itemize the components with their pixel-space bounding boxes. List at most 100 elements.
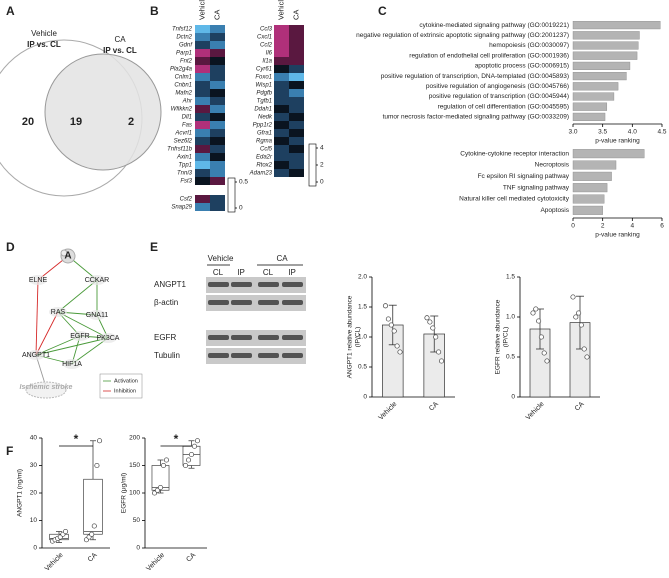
category-label: regulation of cell differentiation (GO:0… (438, 103, 569, 110)
heatmap-column-label: Vehicle (197, 0, 206, 20)
gene-label: Acvrl1 (174, 131, 192, 137)
category-label: apoptotic process (GO:0006915) (475, 63, 569, 70)
network-node (49, 307, 67, 317)
panel-label: A (6, 4, 15, 18)
category-label: Apoptosis (540, 207, 569, 214)
colorbar (227, 177, 236, 213)
x-tick-label: CA (87, 552, 99, 564)
heatmap-cell (274, 161, 289, 169)
colorbar-tick-label: 0 (239, 205, 243, 212)
y-tick-label: 150 (129, 462, 140, 469)
blot-band (258, 282, 279, 287)
heatmap-cell (210, 73, 225, 81)
category-label: negative regulation of extrinsic apoptot… (356, 32, 569, 39)
heatmap-column-label: CA (291, 10, 300, 20)
x-tick-label: 0 (571, 223, 575, 230)
blot-row-label: ANGPT1 (154, 280, 187, 289)
gene-label: Axin1 (176, 155, 192, 161)
x-tick-label: CA (428, 401, 440, 413)
data-point (391, 328, 397, 334)
legend-label: Activation (114, 378, 138, 384)
gene-label: Dll1 (182, 115, 192, 121)
network-edge (35, 337, 109, 356)
y-tick-label: 0.5 (358, 364, 367, 371)
heatmap-cell (274, 41, 289, 49)
x-tick-label: 4.5 (657, 129, 666, 136)
heatmap-cell (195, 73, 210, 81)
heatmap-cell (289, 49, 304, 57)
significance-annotation: * (174, 432, 179, 446)
heatmap-cell (289, 97, 304, 105)
data-point (544, 358, 550, 364)
network-edge (71, 337, 109, 365)
heatmap-cell (289, 145, 304, 153)
heatmap-cell (210, 137, 225, 145)
gene-label: Tpp1 (178, 163, 192, 169)
gene-label: Ccl3 (260, 27, 273, 33)
y-tick-label: 100 (129, 490, 140, 497)
heatmap-cell (274, 113, 289, 121)
blot-band (231, 353, 252, 358)
network-node-label: ELNE (29, 277, 48, 284)
data-point (424, 315, 430, 321)
category-label: Natural killer cell mediated cytotoxicit… (459, 196, 570, 203)
gene-label: Fnt2 (180, 59, 193, 65)
gene-label: Csf2 (180, 197, 193, 203)
panel-label: E (150, 240, 158, 254)
gene-label: Tnfrsf11b (167, 147, 193, 153)
gene-label: Il6 (266, 51, 273, 57)
data-point (94, 462, 100, 469)
bar (572, 171, 612, 181)
colorbar-tick-label: 0 (320, 179, 324, 186)
blot-band (282, 353, 303, 358)
data-point (573, 314, 579, 320)
data-point (584, 354, 590, 360)
heatmap-cell (274, 153, 289, 161)
data-point (438, 358, 445, 364)
heatmap-cell (195, 137, 210, 145)
heatmap-cell (210, 145, 225, 153)
x-tick-label: CA (185, 552, 197, 564)
network-edge (35, 311, 59, 356)
data-point (388, 322, 394, 328)
x-axis-label: p-value ranking (595, 232, 640, 239)
gene-label: Tgfb1 (257, 99, 272, 105)
data-point (157, 484, 164, 491)
heatmap-cell (195, 25, 210, 33)
heatmap-cell (195, 105, 210, 113)
heatmap-cell (289, 81, 304, 89)
blot-row-label: EGFR (154, 333, 176, 342)
network-node-label: CCKAR (85, 277, 110, 284)
heatmap-cell (210, 177, 225, 185)
gene-label: Pdgfb (256, 91, 272, 97)
x-tick-label: CA (574, 401, 586, 413)
y-tick-label: 1.0 (506, 314, 515, 321)
category-label: tumor necrosis factor-mediated signaling… (383, 114, 569, 121)
venn-count: 2 (128, 116, 134, 128)
gene-label: Tnni3 (177, 171, 193, 177)
bar (572, 51, 638, 60)
blot-group-label: Vehicle (208, 254, 234, 263)
gene-label: Wisp1 (255, 83, 272, 89)
gene-label: Fst3 (180, 179, 192, 185)
panel-label: D (6, 240, 15, 254)
network-edge (57, 311, 109, 339)
category-label: regulation of endothelial cell prolifera… (409, 52, 569, 59)
network-edge (57, 279, 98, 313)
heatmap-cell (289, 73, 304, 81)
heatmap-cell (195, 33, 210, 41)
category-label: cytokine-mediated signaling pathway (GO:… (419, 22, 569, 29)
blot-lane-label: IP (288, 268, 296, 277)
heatmap-cell (210, 41, 225, 49)
y-tick-label: 40 (30, 435, 38, 442)
blot-lane-label: IP (237, 268, 245, 277)
gene-label: Pla2g4a (170, 67, 193, 73)
data-point (433, 334, 439, 340)
data-point (581, 346, 587, 352)
venn-set-name: CA (114, 35, 126, 44)
blot-lane-label: CL (263, 268, 274, 277)
data-point (89, 531, 95, 537)
gene-label: Ppp1r2 (253, 123, 273, 129)
gene-label: Mafn2 (175, 91, 192, 97)
